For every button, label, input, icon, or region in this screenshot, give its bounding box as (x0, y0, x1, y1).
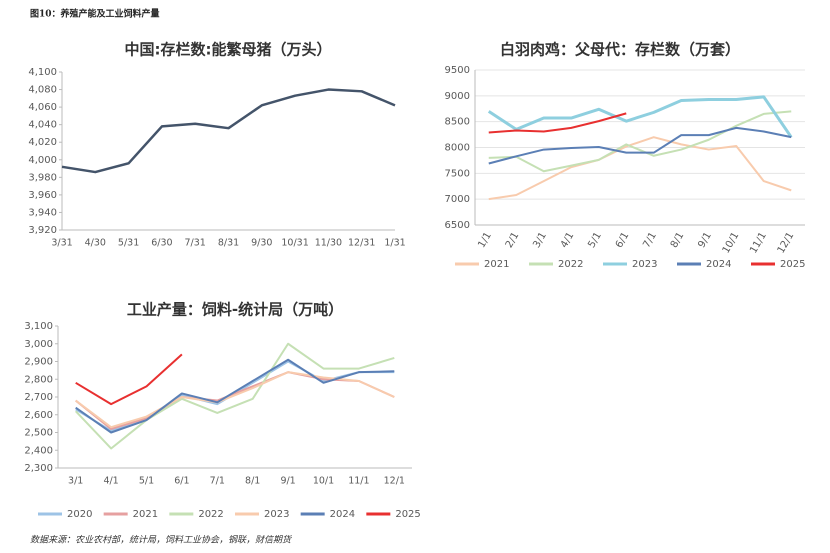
series-line (75, 353, 183, 406)
legend-label: 2023 (264, 509, 289, 520)
y-tick-label: 9000 (445, 91, 470, 102)
series-line (488, 136, 792, 201)
x-tick-label: 8/1 (245, 476, 260, 487)
y-tick-label: 4,020 (28, 137, 57, 148)
x-tick-label: 11/30 (315, 238, 342, 249)
series-line (75, 358, 395, 434)
x-tick-label: 6/30 (151, 238, 172, 249)
x-tick-label: 7/1 (210, 476, 225, 487)
x-tick-label: 9/1 (280, 476, 295, 487)
y-tick-label: 3,980 (28, 172, 57, 183)
x-tick-label: 10/31 (281, 238, 308, 249)
series-line (61, 88, 396, 174)
x-tick-label: 8/1 (669, 231, 687, 250)
x-tick-label: 11/1 (348, 476, 369, 487)
source-note: 数据来源：农业农村部，统计局，饲料工业协会，钢联，财信期货 (30, 535, 293, 546)
y-tick-label: 8500 (445, 117, 470, 128)
y-tick-label: 3,000 (24, 339, 53, 350)
series-line (488, 126, 792, 165)
y-tick-label: 2,400 (24, 445, 53, 456)
x-tick-label: 6/1 (174, 476, 189, 487)
legend-label: 2024 (706, 259, 731, 270)
x-tick-label: 9/1 (696, 231, 714, 250)
x-tick-label: 3/31 (51, 238, 72, 249)
y-tick-label: 2,800 (24, 374, 53, 385)
y-tick-label: 4,100 (28, 67, 57, 78)
series-line (488, 110, 792, 173)
legend-label: 2024 (330, 509, 355, 520)
x-tick-label: 7/1 (641, 231, 659, 250)
legend-label: 2025 (395, 509, 420, 520)
x-tick-label: 4/1 (103, 476, 118, 487)
x-tick-label: 3/1 (531, 231, 549, 250)
x-tick-label: 4/1 (559, 231, 577, 250)
y-tick-label: 8000 (445, 143, 470, 154)
series-line (74, 342, 395, 450)
y-tick-label: 4,000 (28, 155, 57, 166)
series-line (487, 95, 793, 139)
x-tick-label: 12/1 (776, 231, 797, 256)
chart-title: 中国:存栏数:能繁母猪（万头） (125, 41, 332, 59)
y-tick-label: 3,960 (28, 190, 57, 201)
series-line (75, 371, 395, 429)
y-tick-label: 2,900 (24, 357, 53, 368)
y-tick-label: 6500 (445, 220, 470, 231)
y-tick-label: 4,040 (28, 120, 57, 131)
x-tick-label: 10/1 (721, 231, 742, 256)
y-tick-label: 3,100 (24, 321, 53, 332)
x-tick-label: 7/31 (185, 238, 206, 249)
y-tick-label: 4,080 (28, 85, 57, 96)
series-line (488, 112, 627, 134)
x-tick-label: 5/1 (586, 231, 604, 250)
y-tick-label: 9500 (445, 65, 470, 76)
legend-label: 2020 (67, 509, 92, 520)
x-tick-label: 9/30 (251, 238, 272, 249)
x-tick-label: 4/30 (85, 238, 106, 249)
y-tick-label: 3,920 (28, 225, 57, 236)
legend-label: 2023 (632, 259, 657, 270)
x-tick-label: 2/1 (504, 231, 522, 250)
legend-label: 2022 (558, 259, 583, 270)
figure-header: 图10：养殖产能及工业饲料产量 (30, 8, 160, 20)
x-tick-label: 10/1 (313, 476, 334, 487)
y-tick-label: 4,060 (28, 102, 57, 113)
x-tick-label: 1/31 (384, 238, 405, 249)
legend-label: 2021 (484, 259, 509, 270)
x-tick-label: 5/31 (118, 238, 139, 249)
y-tick-label: 2,700 (24, 392, 53, 403)
x-tick-label: 6/1 (614, 231, 632, 250)
y-tick-label: 3,940 (28, 207, 57, 218)
y-tick-label: 7500 (445, 168, 470, 179)
y-tick-label: 2,300 (24, 463, 53, 474)
y-tick-label: 7000 (445, 194, 470, 205)
x-tick-label: 5/1 (139, 476, 154, 487)
legend-label: 2022 (198, 509, 223, 520)
x-tick-label: 1/1 (476, 231, 494, 250)
legend-label: 2021 (133, 509, 158, 520)
y-tick-label: 2,500 (24, 428, 53, 439)
y-tick-label: 2,600 (24, 410, 53, 421)
legend-label: 2025 (780, 259, 805, 270)
chart-title: 工业产量：饲料-统计局（万吨） (127, 301, 343, 319)
x-tick-label: 8/31 (218, 238, 239, 249)
x-tick-label: 12/1 (384, 476, 405, 487)
x-tick-label: 12/31 (348, 238, 375, 249)
x-tick-label: 3/1 (68, 476, 83, 487)
x-tick-label: 11/1 (748, 231, 769, 256)
chart-title: 白羽肉鸡：父母代：存栏数（万套） (500, 41, 740, 59)
